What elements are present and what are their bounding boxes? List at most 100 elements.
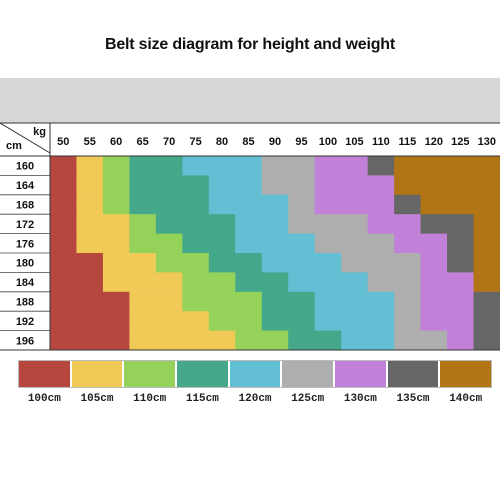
heatmap-cell: [341, 175, 369, 196]
heatmap-cell: [76, 291, 104, 312]
heatmap-cell: [182, 214, 210, 235]
heatmap-cell: [420, 330, 448, 351]
heatmap-cell: [76, 233, 104, 254]
heatmap-cell: [208, 156, 236, 176]
heatmap-cell: [182, 194, 210, 215]
heatmap-cell: [182, 233, 210, 254]
heatmap-cell: [235, 233, 263, 254]
heatmap-cell: [76, 311, 104, 332]
heatmap-cell: [102, 214, 130, 235]
heatmap-cell: [473, 156, 500, 176]
heatmap-cell: [129, 330, 157, 351]
heatmap-cell: [367, 272, 395, 293]
heatmap-cell: [447, 156, 475, 176]
heatmap-cell: [394, 175, 422, 196]
heatmap-cell: [473, 311, 500, 332]
legend-label: 115cm: [185, 393, 219, 405]
heatmap-cell: [314, 311, 342, 332]
heatmap-cell: [447, 175, 475, 196]
x-tick-label: 65: [137, 136, 149, 148]
heatmap-cell: [341, 272, 369, 293]
heatmap-cell: [155, 272, 183, 293]
heatmap-cell: [208, 253, 236, 273]
heatmap-cell: [288, 253, 316, 273]
heatmap-cell: [50, 233, 77, 254]
legend-swatch: [19, 361, 72, 387]
heatmap-cell: [314, 330, 342, 351]
legend-swatch: [71, 361, 125, 387]
x-unit-label: kg: [33, 126, 46, 138]
heatmap-cell: [420, 291, 448, 312]
x-tick-label: 130: [478, 136, 496, 148]
heatmap-cell: [235, 253, 263, 273]
heatmap-cell: [261, 156, 289, 176]
heatmap-cell: [341, 233, 369, 254]
legend-labels: 100cm 105cm 110cm 115cm 120cm 125cm 130cm 135cm…: [18, 393, 492, 405]
heatmap-cell: [288, 330, 316, 351]
x-tick-label: 125: [451, 136, 469, 148]
heatmap-cell: [261, 175, 289, 196]
heatmap-cell: [420, 311, 448, 332]
y-tick-label: 164: [16, 180, 35, 192]
heatmap-cell: [129, 194, 157, 215]
heatmap-cell: [102, 175, 130, 196]
heatmap-cell: [102, 253, 130, 273]
heatmap-cell: [341, 330, 369, 351]
heatmap-cell: [129, 233, 157, 254]
heatmap-cell: [129, 253, 157, 273]
heatmap-cell: [341, 291, 369, 312]
legend-label: 135cm: [396, 393, 430, 405]
heatmap-cell: [50, 311, 77, 332]
heatmap-cell: [208, 194, 236, 215]
header-banner: [0, 78, 500, 123]
heatmap-cell: [288, 291, 316, 312]
legend-label: 140cm: [449, 393, 483, 405]
heatmap-cell: [208, 291, 236, 312]
heatmap-cell: [261, 291, 289, 312]
heatmap-cell: [341, 194, 369, 215]
heatmap-cell: [235, 156, 263, 176]
heatmap-cell: [261, 214, 289, 235]
heatmap-cell: [155, 311, 183, 332]
legend-label: 120cm: [238, 393, 272, 405]
heatmap-cell: [235, 330, 263, 351]
heatmap-cell: [102, 311, 130, 332]
heatmap-cell: [261, 233, 289, 254]
x-tick-label: 80: [216, 136, 228, 148]
heatmap-cell: [182, 156, 210, 176]
heatmap-cell: [235, 311, 263, 332]
heatmap-cell: [473, 272, 500, 293]
y-tick-label: 196: [16, 335, 34, 347]
heatmap-cell: [341, 253, 369, 273]
heatmap-cell: [288, 156, 316, 176]
y-tick-label: 180: [16, 258, 34, 270]
legend-swatch: [177, 361, 230, 387]
heatmap-cell: [473, 214, 500, 235]
x-tick-label: 90: [269, 136, 281, 148]
header-row: [0, 123, 500, 153]
x-tick-label: 60: [110, 136, 122, 148]
heatmap-cell: [447, 330, 475, 351]
heatmap-cell: [76, 330, 104, 351]
heatmap-cell: [314, 253, 342, 273]
x-tick-label: 100: [319, 136, 337, 148]
heatmap-cell: [447, 233, 475, 254]
x-tick-label: 50: [57, 136, 69, 148]
x-tick-label: 70: [163, 136, 175, 148]
heatmap-cell: [420, 253, 448, 273]
heatmap-cell: [235, 272, 263, 293]
heatmap-cell: [50, 175, 77, 196]
heatmap-cell: [76, 253, 104, 273]
heatmap-cell: [50, 214, 77, 235]
heatmap-cell: [235, 291, 263, 312]
heatmap-cell: [314, 194, 342, 215]
heatmap-cell: [155, 214, 183, 235]
x-tick-label: 85: [242, 136, 254, 148]
heatmap-cell: [261, 330, 289, 351]
legend-swatch: [229, 361, 283, 387]
heatmap-cell: [102, 156, 130, 176]
x-tick-label: 115: [398, 136, 416, 148]
heatmap-cell: [473, 330, 500, 351]
heatmap-cell: [447, 311, 475, 332]
heatmap-cell: [341, 214, 369, 235]
